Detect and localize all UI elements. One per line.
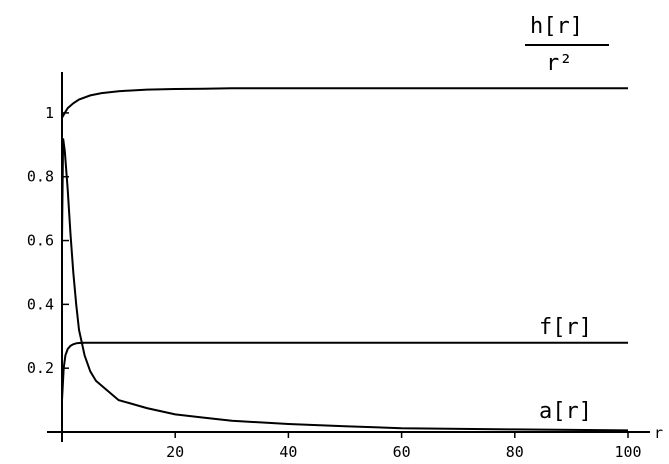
x-tick-label: 20 [166, 443, 184, 461]
curves [61, 87, 629, 432]
y-tick-label: 0.8 [27, 168, 54, 186]
f-curve [61, 341, 628, 401]
y-ticks: 0.2 0.4 0.6 0.8 1 [27, 104, 69, 377]
a-curve [61, 138, 629, 432]
y-tick-label: 0.6 [27, 232, 54, 250]
f-label: f[r] [539, 315, 592, 340]
x-axis-label: r [654, 424, 663, 442]
x-tick-label: 40 [279, 443, 297, 461]
x-tick-label: 80 [506, 443, 524, 461]
x-ticks: 20 40 60 80 100 [166, 432, 642, 461]
x-tick-label: 100 [614, 443, 641, 461]
h-label-numerator: h[r] [530, 14, 583, 39]
x-tick-label: 60 [393, 443, 411, 461]
h-label-denominator: r² [546, 51, 573, 76]
y-tick-label: 0.2 [27, 359, 54, 377]
a-label: a[r] [539, 399, 592, 424]
y-tick-label: 1 [45, 104, 54, 122]
y-tick-label: 0.4 [27, 295, 54, 313]
h-over-r2-curve [61, 87, 628, 119]
